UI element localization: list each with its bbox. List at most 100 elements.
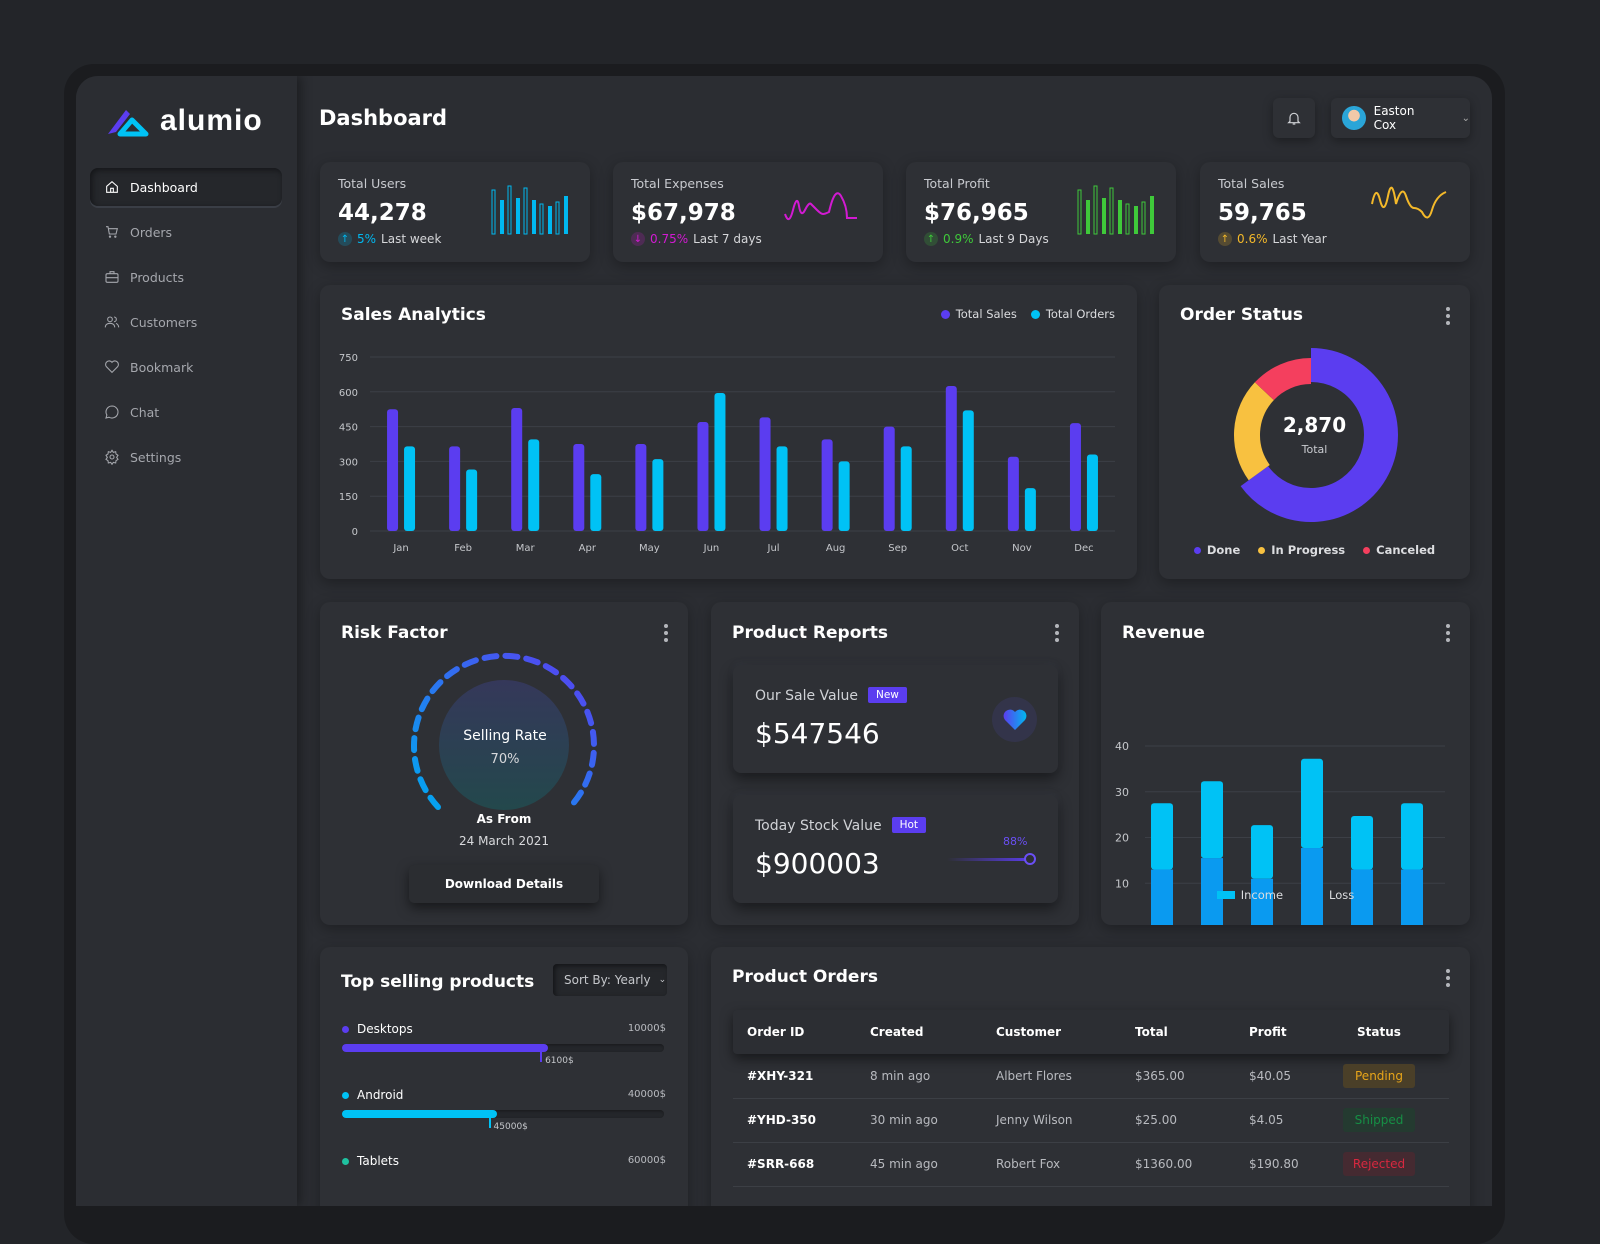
arrow-down-icon: ↓ — [631, 232, 645, 246]
product-item-desktops: Desktops — [342, 1022, 413, 1036]
y-tick-label: 10 — [1115, 877, 1129, 890]
more-options-icon[interactable] — [1446, 307, 1450, 325]
sidebar-item-products[interactable]: Products — [90, 258, 282, 296]
hot-badge: Hot — [891, 817, 927, 833]
card-title: Product Orders — [732, 967, 878, 987]
order-status-donut — [1234, 348, 1398, 522]
column-header[interactable]: Customer — [996, 1025, 1062, 1039]
sidebar-item-customers[interactable]: Customers — [90, 303, 282, 341]
new-badge: New — [867, 687, 907, 703]
risk-factor-card: Risk Factor Selling Rate 70% As From 24 … — [320, 602, 688, 925]
sidebar-item-orders[interactable]: Orders — [90, 213, 282, 251]
heart-icon — [105, 360, 119, 374]
bar-loss — [1251, 878, 1273, 925]
orders-table: Order ID Created Customer Total Profit Status… — [733, 1010, 1449, 1187]
stat-value: $76,965 — [924, 200, 1029, 226]
x-tick-label: Jun — [703, 543, 720, 554]
more-options-icon[interactable] — [664, 624, 668, 642]
bar-total-orders — [1086, 454, 1098, 531]
sidebar-item-label: Customers — [130, 314, 198, 330]
bar-loss — [1201, 858, 1223, 925]
sidebar-item-bookmark[interactable]: Bookmark — [90, 348, 282, 386]
sidebar-item-settings[interactable]: Settings — [90, 438, 282, 476]
sidebar-item-label: Orders — [130, 224, 173, 240]
users-icon — [104, 316, 120, 328]
as-from-label: As From — [476, 812, 532, 826]
user-menu[interactable]: Easton Cox ⌄ — [1331, 98, 1470, 138]
product-max: 10000$ — [627, 1023, 666, 1034]
sale-value-panel: Our Sale Value New $547546 — [733, 665, 1058, 773]
stat-change: 0.75% — [650, 232, 689, 246]
chevron-down-icon: ⌄ — [658, 975, 667, 985]
sparkline — [784, 192, 857, 221]
cell-profit: $40.05 — [1249, 1068, 1291, 1083]
user-name: Easton Cox — [1373, 104, 1415, 132]
chevron-down-icon: ⌄ — [1461, 112, 1470, 124]
sparkline — [1371, 186, 1447, 219]
top-selling-card: Top selling products Sort By: Yearly ⌄ De… — [320, 947, 688, 1206]
donut-slice-done — [1240, 348, 1398, 522]
sidebar-nav: Dashboard Orders Products Customers Bookmark… — [90, 168, 282, 483]
bar-total-sales — [1007, 456, 1019, 531]
column-header[interactable]: Order ID — [747, 1025, 805, 1039]
column-header[interactable]: Status — [1357, 1025, 1401, 1039]
bar-total-orders — [962, 410, 974, 531]
chart-legend: Done In Progress Canceled — [1159, 543, 1470, 557]
sales-bar-chart: 0 150 300 450 600 750 Jan Feb Mar Apr May Jun Jul Aug… — [339, 353, 1115, 554]
column-header[interactable]: Profit — [1249, 1025, 1287, 1039]
chart-legend: Total Sales Total Orders — [940, 307, 1115, 321]
column-header[interactable]: Total — [1135, 1025, 1168, 1039]
bar-income — [1151, 803, 1173, 870]
stock-progress-bar — [947, 858, 1033, 861]
stat-period: Last Year — [1272, 232, 1327, 246]
bar-total-orders — [404, 446, 416, 531]
download-details-button[interactable]: Download Details — [409, 865, 599, 903]
more-options-icon[interactable] — [1055, 624, 1059, 642]
legend-item: Canceled — [1363, 543, 1435, 557]
sales-analytics-card: Sales Analytics Total Sales Total Orders… — [320, 285, 1137, 579]
product-item-tablets: Tablets — [342, 1154, 399, 1168]
y-tick-label: 450 — [339, 423, 358, 434]
bar-total-sales — [573, 444, 585, 531]
bar-total-orders — [528, 439, 540, 531]
bar-income — [1251, 825, 1273, 879]
status-badge: Rejected — [1343, 1152, 1415, 1176]
cell-total: $25.00 — [1135, 1113, 1177, 1127]
bar-total-sales — [449, 446, 461, 531]
bar-loss — [1301, 848, 1323, 925]
app-window: alumio Dashboard Orders Products Customers B… — [76, 76, 1492, 1206]
more-options-icon[interactable] — [1446, 969, 1450, 987]
sort-dropdown[interactable]: Sort By: Yearly ⌄ — [553, 964, 667, 996]
table-row[interactable]: #XHY-321 8 min ago Albert Flores $365.00 $40… — [733, 1054, 1449, 1098]
y-tick-label: 600 — [339, 388, 358, 399]
sparkline-bars — [1077, 185, 1154, 235]
sidebar-item-label: Products — [130, 269, 184, 285]
card-title: Top selling products — [341, 972, 535, 992]
notifications-button[interactable] — [1273, 98, 1315, 138]
x-tick-label: Nov — [1012, 543, 1032, 554]
x-tick-label: Oct — [951, 543, 968, 554]
stat-change: 0.6% — [1237, 232, 1268, 246]
cell-customer: Jenny Wilson — [996, 1113, 1073, 1127]
table-row[interactable]: #YHD-350 30 min ago Jenny Wilson $25.00 $4.0… — [733, 1098, 1449, 1142]
y-tick-label: 0 — [1122, 923, 1129, 925]
x-tick-label: Mar — [516, 543, 536, 554]
stat-change: 5% — [357, 232, 377, 246]
stat-label: Total Sales — [1218, 176, 1285, 191]
table-row[interactable]: #SRR-668 45 min ago Robert Fox $1360.00 $190… — [733, 1142, 1449, 1186]
avatar — [1342, 106, 1366, 130]
cell-total: $365.00 — [1135, 1068, 1185, 1083]
sidebar-item-chat[interactable]: Chat — [90, 393, 282, 431]
cell-profit: $190.80 — [1249, 1157, 1299, 1171]
bar-total-sales — [697, 421, 709, 531]
bar-total-sales — [883, 426, 895, 531]
column-header[interactable]: Created — [870, 1025, 924, 1039]
x-tick-label: Feb — [454, 543, 472, 554]
more-options-icon[interactable] — [1446, 624, 1450, 642]
cell-customer: Albert Flores — [996, 1068, 1072, 1083]
sidebar-item-dashboard[interactable]: Dashboard — [90, 168, 282, 206]
sidebar-item-label: Settings — [130, 449, 182, 465]
bar-total-sales — [387, 409, 399, 531]
donut-total-label: Total — [1301, 443, 1328, 456]
bar-total-sales — [635, 444, 647, 531]
